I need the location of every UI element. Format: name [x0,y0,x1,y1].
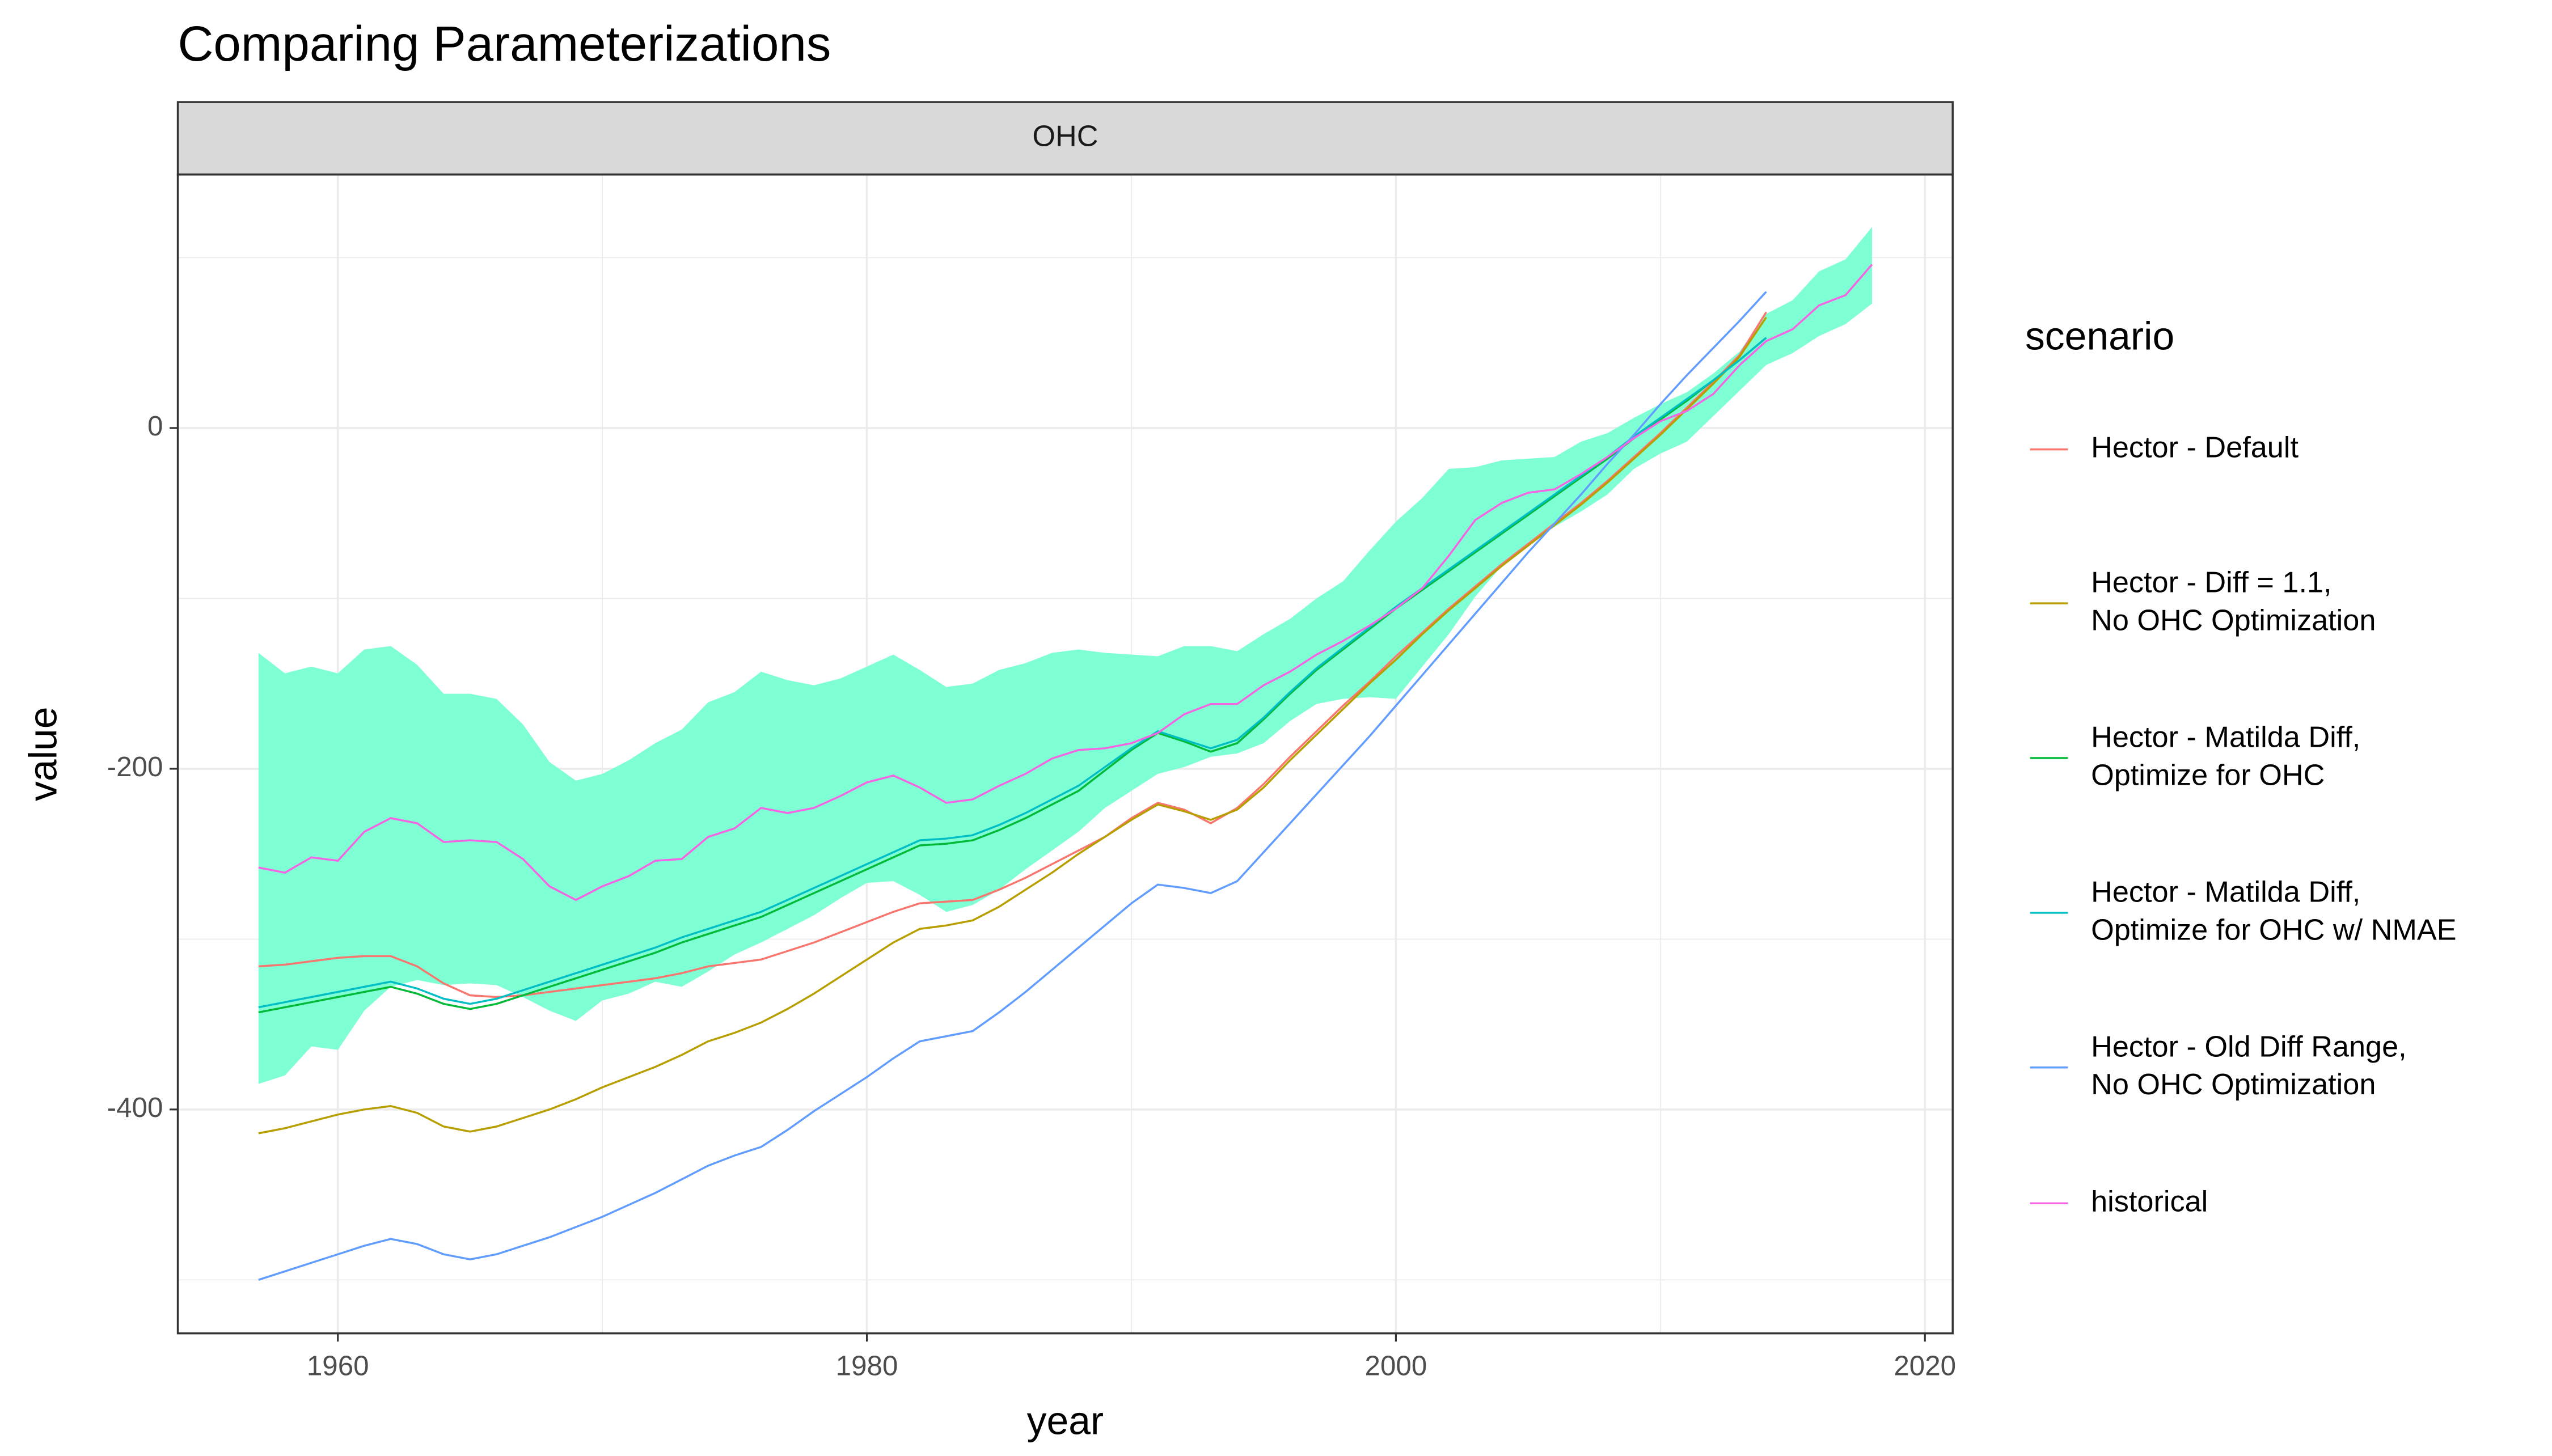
series-line [258,337,1767,1009]
x-tick-label: 2020 [1894,1351,1956,1382]
facet-strip [176,101,1954,176]
legend-label: Hector - Matilda Diff, Optimize for OHC w… [2091,875,2457,946]
legend-label: Hector - Old Diff Range, No OHC Optimizat… [2091,1030,2407,1101]
chart-title: Comparing Parameterizations [178,16,831,71]
uncertainty-band [258,227,1872,1084]
y-tick-label: 0 [147,410,163,442]
series-line [258,337,1767,1014]
legend-label: Hector - Default [2091,431,2299,464]
series-line [258,311,1767,998]
x-tick-label: 1980 [836,1351,898,1382]
plot-area [178,174,1953,1334]
series-line [258,316,1767,1135]
x-tick-label: 1960 [307,1351,369,1382]
legend-title: scenario [2025,314,2174,358]
series-line [258,291,1767,1281]
x-axis-title: year [1027,1399,1104,1443]
x-tick-label: 2000 [1365,1351,1427,1382]
facet-label: OHC [1032,120,1098,153]
legend-label: Hector - Matilda Diff, Optimize for OHC [2091,721,2360,792]
legend-label: historical [2091,1185,2208,1218]
legend-label: Hector - Diff = 1.1, No OHC Optimization [2091,566,2376,637]
series-line [258,264,1873,901]
y-tick-label: -400 [107,1092,163,1123]
y-tick-label: -200 [107,751,163,782]
panel-border [176,173,1954,1335]
y-axis-title: value [21,706,65,801]
